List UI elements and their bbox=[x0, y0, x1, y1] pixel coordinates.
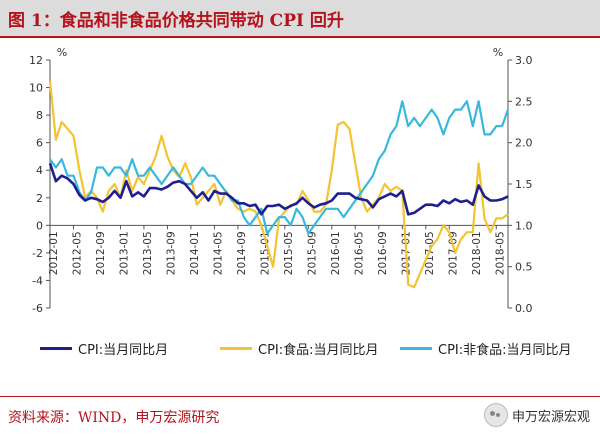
legend-label-cpi: CPI:当月同比月 bbox=[78, 342, 169, 358]
footer-divider bbox=[0, 396, 600, 397]
x-tick-label: 2015-09 bbox=[306, 231, 318, 275]
y-right-tick-label: 1.0 bbox=[515, 219, 533, 232]
y-left-tick-label: 4 bbox=[36, 164, 43, 177]
y-left-unit-label: % bbox=[57, 46, 67, 59]
x-tick-label: 2016-01 bbox=[330, 231, 342, 275]
y-right-tick-label: 3.0 bbox=[515, 54, 533, 67]
x-tick-label: 2013-05 bbox=[142, 231, 154, 275]
series-line-cpi bbox=[48, 162, 509, 216]
legend-label-nonfood: CPI:非食品:当月同比月 bbox=[438, 342, 572, 358]
legend: CPI:当月同比月 CPI:食品:当月同比月 CPI:非食品:当月同比月 bbox=[30, 338, 590, 358]
x-tick-label: 2017-05 bbox=[424, 231, 436, 275]
x-tick-label: 2013-01 bbox=[118, 231, 130, 275]
legend-item-nonfood: CPI:非食品:当月同比月 bbox=[400, 338, 572, 358]
y-left-tick-label: 6 bbox=[36, 137, 43, 150]
x-tick-label: 2012-09 bbox=[95, 231, 107, 275]
x-tick-label: 2012-05 bbox=[71, 231, 83, 275]
y-left-tick-label: -4 bbox=[32, 274, 43, 287]
x-tick-label: 2016-09 bbox=[377, 231, 389, 275]
y-right-tick-label: 2.0 bbox=[515, 137, 533, 150]
y-left-tick-label: 2 bbox=[36, 192, 43, 205]
title-bar: 图 1：食品和非食品价格共同带动 CPI 回升 bbox=[0, 0, 600, 36]
x-tick-label: 2015-01 bbox=[259, 231, 271, 275]
legend-item-cpi: CPI:当月同比月 bbox=[40, 338, 168, 358]
y-left-tick-label: 12 bbox=[29, 54, 43, 67]
x-tick-label: 2015-05 bbox=[283, 231, 295, 275]
y-right-unit-label: % bbox=[493, 46, 503, 59]
title-divider bbox=[0, 36, 600, 38]
series-line-nonfood bbox=[49, 100, 510, 235]
y-right-tick-label: 2.5 bbox=[515, 95, 533, 108]
legend-swatch-nonfood bbox=[400, 346, 432, 350]
legend-label-food: CPI:食品:当月同比月 bbox=[258, 342, 379, 358]
x-tick-label: 2014-09 bbox=[236, 231, 248, 275]
y-left-tick-label: -2 bbox=[32, 247, 43, 260]
x-tick-label: 2017-09 bbox=[447, 231, 459, 275]
y-left-tick-label: 10 bbox=[29, 82, 43, 95]
x-tick-label: 2014-01 bbox=[189, 231, 201, 275]
x-tick-label: 2016-05 bbox=[353, 231, 365, 275]
x-tick-label: 2014-05 bbox=[212, 231, 224, 275]
y-left-tick-label: 8 bbox=[36, 109, 43, 122]
legend-swatch-food bbox=[220, 346, 252, 350]
source-note: 资料来源：WIND，申万宏源研究 bbox=[8, 410, 220, 426]
y-left-tick-label: -6 bbox=[32, 302, 43, 315]
y-left-tick-label: 0 bbox=[36, 219, 43, 232]
line-chart: -6 -4 -2 0 2 4 6 8 10 12% 0.0 0.5 1.0 1.5 2.0 2.5 3.0% 20… bbox=[29, 46, 533, 315]
watermark-text: 申万宏源宏观 bbox=[511, 409, 590, 425]
y-right-tick-label: 0.5 bbox=[515, 261, 533, 274]
x-tick-label: 2018-05 bbox=[494, 231, 506, 275]
legend-item-food: CPI:食品:当月同比月 bbox=[220, 338, 379, 358]
watermark: 申万宏源宏观 bbox=[483, 403, 590, 427]
x-tick-label: 2012-01 bbox=[48, 231, 60, 275]
x-tick-label: 2013-09 bbox=[165, 231, 177, 275]
chart-title: 图 1：食品和非食品价格共同带动 CPI 回升 bbox=[8, 11, 344, 31]
x-tick-label: 2018-01 bbox=[471, 231, 483, 275]
y-right-tick-label: 1.5 bbox=[515, 178, 533, 191]
legend-swatch-cpi bbox=[40, 346, 72, 350]
wechat-icon bbox=[483, 403, 508, 427]
y-right-tick-label: 0.0 bbox=[515, 302, 533, 315]
